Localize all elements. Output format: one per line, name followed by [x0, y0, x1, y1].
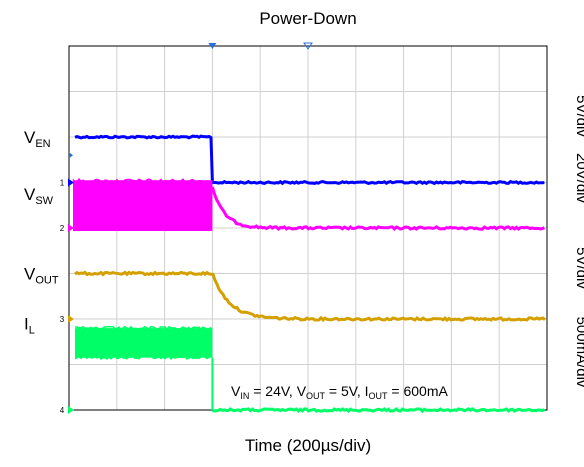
trace-sw — [72, 177, 546, 231]
trace-sw-path — [210, 186, 546, 231]
ground-arrow — [68, 406, 74, 414]
scale-label: 20V/div — [573, 153, 584, 204]
trace-il-band — [75, 328, 213, 358]
trace-l — [74, 325, 546, 414]
scale-labels: 5V/div 20V/div 5V/div 500mA/div — [573, 95, 584, 388]
test-conditions-annotation: VIN = 24V, VOUT = 5V, IOUT = 600mA — [231, 383, 448, 401]
ground-marker-ch2: 2 — [60, 224, 74, 233]
label-out: VOUT — [24, 265, 59, 287]
trace-il-path — [212, 407, 546, 414]
scale-label: 5V/div — [573, 247, 584, 289]
trace-il-bottom — [74, 355, 212, 361]
ground-arrow — [68, 315, 74, 323]
trace-en-path — [74, 134, 545, 186]
label-en: VEN — [24, 128, 51, 150]
traces — [72, 134, 546, 414]
channel-number: 1 — [60, 179, 65, 188]
trace-out-path — [74, 270, 546, 323]
trace-out — [74, 270, 546, 323]
trigger-level-marker — [69, 152, 73, 159]
ground-arrow — [68, 178, 74, 187]
channel-number: 2 — [60, 224, 65, 233]
x-axis-label: Time (200µs/div) — [245, 436, 371, 455]
trace-sw-band — [73, 180, 213, 231]
label-l: IL — [24, 315, 35, 337]
center-marker — [303, 42, 313, 50]
label-sw: VSW — [24, 185, 54, 207]
scale-label: 500mA/div — [573, 317, 584, 388]
trace-en — [74, 134, 545, 186]
trace-sw-top — [72, 177, 212, 184]
scale-label: 5V/div — [573, 95, 584, 137]
channel-number: 4 — [60, 406, 65, 415]
ground-marker-ch3: 3 — [60, 315, 74, 324]
trace-il-top — [74, 325, 212, 331]
ground-arrow — [68, 224, 74, 232]
channel-number: 3 — [60, 315, 65, 324]
ground-marker-ch1: 1 — [60, 178, 74, 188]
signal-labels: VEN VSW VOUT IL — [24, 128, 59, 337]
trigger-marker — [208, 43, 217, 49]
chart-title: Power-Down — [259, 9, 356, 28]
ground-marker-ch4: 4 — [60, 406, 74, 415]
channel-ground-markers: 1 2 3 4 — [60, 152, 74, 415]
top-markers — [208, 42, 313, 50]
